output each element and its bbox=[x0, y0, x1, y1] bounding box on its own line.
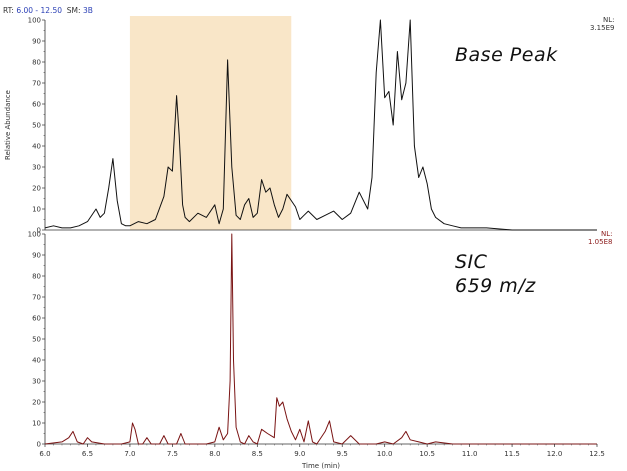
y-tick-label: 20 bbox=[32, 399, 41, 407]
x-tick-label: 10.0 bbox=[377, 450, 393, 458]
x-tick-label: 6.5 bbox=[82, 450, 93, 458]
sm-label: SM: bbox=[66, 6, 81, 15]
sic-nl-label: NL: bbox=[600, 230, 613, 238]
x-tick-label: 9.5 bbox=[337, 450, 348, 458]
y-tick-label: 50 bbox=[32, 336, 41, 344]
y-tick-label: 30 bbox=[32, 164, 41, 172]
y-tick-label: 30 bbox=[32, 378, 41, 386]
x-axis-label: Time (min) bbox=[301, 462, 340, 470]
y-tick-label: 80 bbox=[32, 273, 41, 281]
y-tick-label: 90 bbox=[32, 38, 41, 46]
base-peak-title: Base Peak bbox=[455, 44, 558, 66]
x-tick-label: 6.0 bbox=[39, 450, 50, 458]
y-tick-label: 20 bbox=[32, 185, 41, 193]
y-axis-label: Relative Abundance bbox=[4, 90, 12, 160]
y-tick-label: 40 bbox=[32, 357, 41, 365]
range-header: RT: 6.00 - 12.50 SM: 3B bbox=[3, 6, 93, 15]
sic-nl-value: 1.05E8 bbox=[588, 238, 613, 246]
y-tick-label: 80 bbox=[32, 59, 41, 67]
sic-title: SIC bbox=[455, 251, 488, 273]
base-peak-nl-label: NL: bbox=[602, 16, 615, 24]
x-tick-label: 11.5 bbox=[504, 450, 520, 458]
x-tick-label: 12.5 bbox=[589, 450, 605, 458]
highlight-region bbox=[129, 16, 292, 230]
sic-nl: NL: 1.05E8 bbox=[588, 230, 612, 246]
y-tick-label: 100 bbox=[28, 231, 41, 239]
x-tick-label: 11.0 bbox=[462, 450, 478, 458]
y-tick-label: 70 bbox=[32, 294, 41, 302]
y-tick-label: 50 bbox=[32, 122, 41, 130]
base-peak-nl: NL: 3.15E9 bbox=[590, 16, 614, 32]
x-tick-label: 7.5 bbox=[167, 450, 178, 458]
rt-value: 6.00 - 12.50 bbox=[16, 6, 62, 15]
base-peak-trace bbox=[44, 19, 597, 231]
x-tick-label: 12.0 bbox=[547, 450, 563, 458]
y-tick-label: 10 bbox=[32, 420, 41, 428]
y-tick-label: 70 bbox=[32, 80, 41, 88]
x-tick-label: 9.0 bbox=[294, 450, 305, 458]
y-tick-label: 60 bbox=[32, 101, 41, 109]
y-tick-label: 60 bbox=[32, 315, 41, 323]
y-tick-label: 10 bbox=[32, 206, 41, 214]
sic-subtitle: 659 m/z bbox=[455, 275, 536, 297]
y-tick-label: 40 bbox=[32, 143, 41, 151]
x-tick-label: 8.5 bbox=[252, 450, 263, 458]
rt-label: RT: bbox=[3, 6, 14, 15]
x-tick-label: 8.0 bbox=[209, 450, 220, 458]
y-tick-label: 0 bbox=[37, 441, 41, 449]
x-tick-label: 7.0 bbox=[124, 450, 135, 458]
x-tick-label: 10.5 bbox=[419, 450, 435, 458]
sic-trace bbox=[44, 233, 597, 445]
y-tick-label: 0 bbox=[37, 227, 41, 235]
sm-value: 3B bbox=[82, 6, 93, 15]
y-tick-label: 90 bbox=[32, 252, 41, 260]
base-peak-nl-value: 3.15E9 bbox=[590, 24, 615, 32]
y-tick-label: 100 bbox=[28, 17, 41, 25]
